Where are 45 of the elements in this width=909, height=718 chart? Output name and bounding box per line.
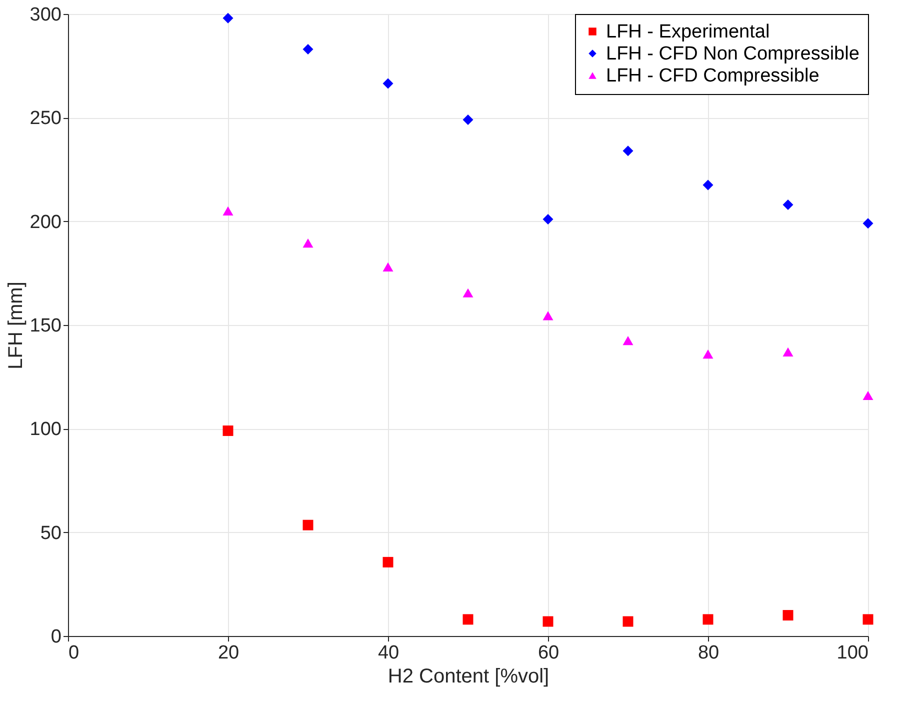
point <box>542 214 554 225</box>
y-tick-label: 50 <box>40 522 62 544</box>
x-tick-label: 80 <box>698 642 720 664</box>
point <box>542 616 554 627</box>
point <box>622 146 634 156</box>
point <box>862 218 874 229</box>
y-tick-label: 200 <box>30 212 62 233</box>
x-tick-label: 20 <box>218 642 240 664</box>
point <box>702 180 714 190</box>
y-tick-label: 100 <box>30 419 62 440</box>
y-tick-label: 250 <box>30 108 62 130</box>
point <box>382 556 394 568</box>
point <box>222 12 234 24</box>
x-tick-label: 60 <box>538 642 560 664</box>
point <box>462 114 474 125</box>
legend-label: LFH - CFD Compressible <box>606 66 820 86</box>
y-tick-label: 300 <box>30 4 62 26</box>
point <box>222 425 234 436</box>
x-tick-label: 0 <box>68 642 80 664</box>
y-tick-label: 150 <box>30 316 62 336</box>
point <box>702 614 714 625</box>
point <box>862 614 874 625</box>
point <box>462 288 474 298</box>
point <box>782 610 794 621</box>
point <box>302 238 314 248</box>
point <box>782 347 794 356</box>
x-tick-label: 40 <box>378 642 400 664</box>
point <box>462 614 474 625</box>
y-tick-label: 0 <box>50 626 62 648</box>
point <box>622 616 634 627</box>
point <box>622 336 634 346</box>
point <box>382 78 394 89</box>
legend-label: LFH - Experimental <box>606 22 770 42</box>
point <box>302 44 314 54</box>
point <box>382 262 394 272</box>
point <box>542 311 554 320</box>
x-tick-label: 100 <box>836 642 868 664</box>
point <box>302 520 314 530</box>
legend-label: LFH - CFD Non Compressible <box>606 44 860 64</box>
y-axis-title: LFH [mm] <box>4 282 27 370</box>
x-axis-title: H2 Content [%vol] <box>388 666 550 688</box>
point <box>862 390 874 400</box>
point <box>782 200 794 210</box>
point <box>702 349 714 359</box>
point <box>222 206 234 216</box>
